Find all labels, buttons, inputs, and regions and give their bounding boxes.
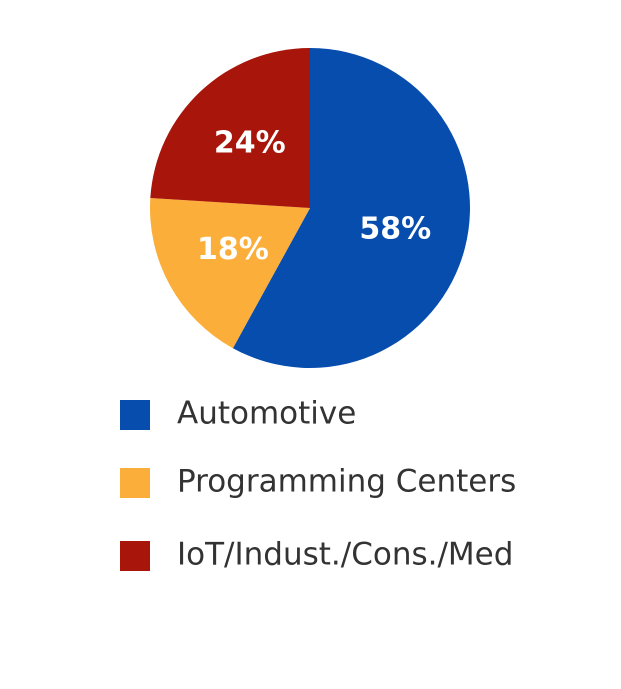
legend-swatch xyxy=(120,468,150,498)
legend-label: IoT/Indust./Cons./Med xyxy=(177,537,513,573)
data-label: 18% xyxy=(197,232,269,267)
data-label: 24% xyxy=(214,125,286,160)
legend-label: Automotive xyxy=(177,396,356,432)
legend-swatch xyxy=(120,400,150,430)
legend-label: Programming Centers xyxy=(177,464,516,500)
legend-swatch xyxy=(120,541,150,571)
pie-slice xyxy=(232,48,470,368)
pie-slice xyxy=(150,197,310,349)
data-label: 58% xyxy=(359,211,431,246)
pie-slice xyxy=(150,48,310,208)
